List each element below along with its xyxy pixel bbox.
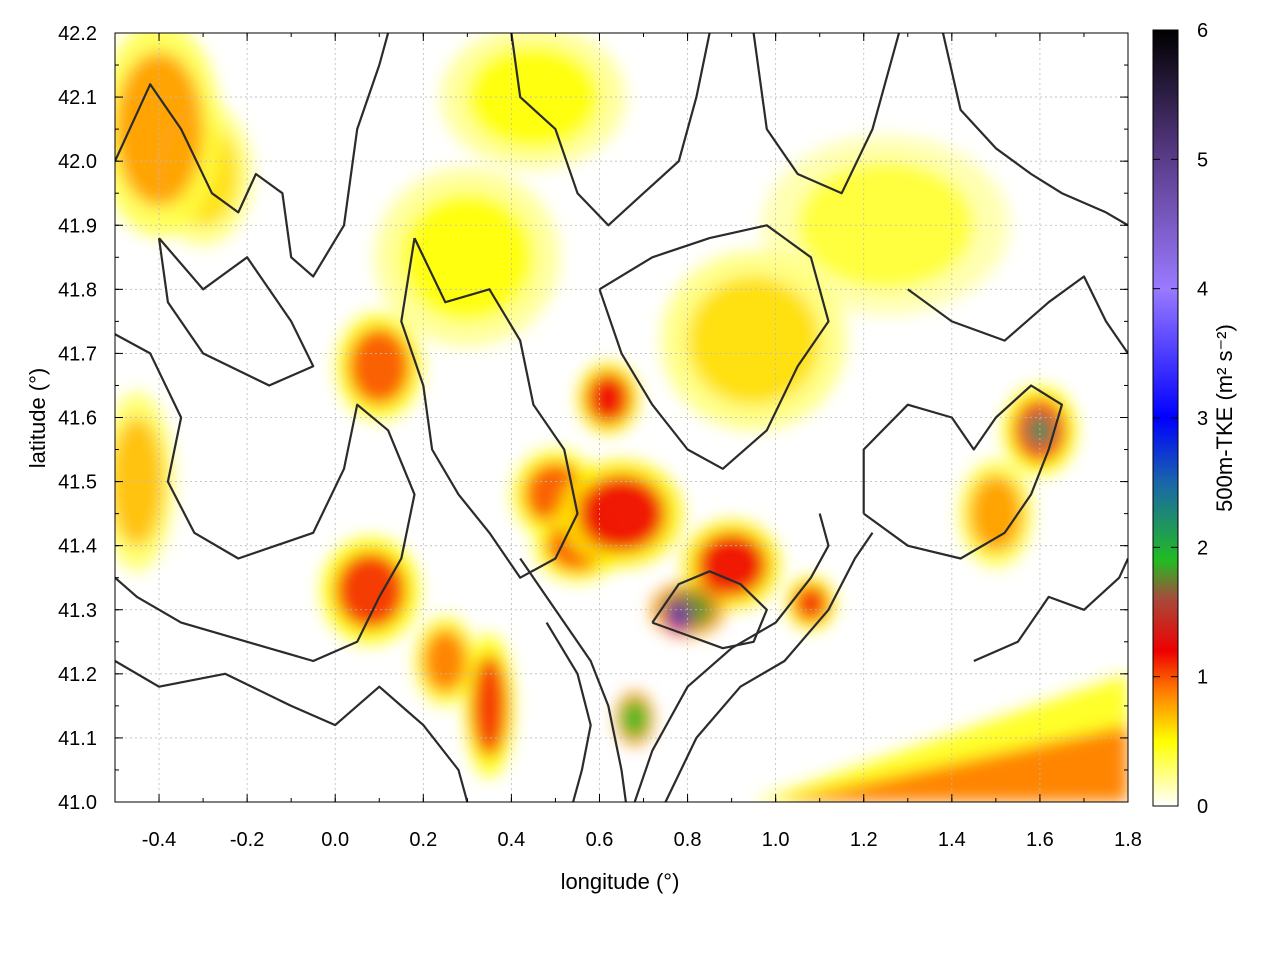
colorbar-ticks: 0 1 2 3 4 5 6 (1153, 20, 1208, 818)
contour-line (941, 33, 1128, 227)
x-tick-label: 1.2 (850, 829, 878, 851)
y-tick-label: 41.9 (58, 215, 97, 237)
tke-hotspot (1026, 414, 1054, 447)
y-tick-label: 42.2 (58, 23, 97, 45)
terrain-contours (115, 33, 1128, 802)
contour-line (545, 622, 592, 802)
contour-line (400, 237, 579, 579)
contour-line (907, 275, 1128, 355)
colorbar-tick-label: 2 (1197, 537, 1208, 559)
x-tick-label: 1.8 (1114, 829, 1142, 851)
tke-hotspot (621, 699, 648, 738)
y-tick-label: 41.8 (58, 279, 97, 301)
coastal-band (775, 725, 1128, 802)
x-tick-label: 1.4 (938, 829, 966, 851)
tke-hotspot (669, 603, 688, 629)
y-tick-label: 41.1 (58, 728, 97, 750)
contour-line (973, 558, 1128, 663)
contour-line (115, 660, 469, 802)
x-tick-label: 0.0 (321, 829, 349, 851)
colorbar-tick-label: 1 (1197, 667, 1208, 689)
y-tick-label: 42.0 (58, 151, 97, 173)
contour-line (115, 33, 390, 278)
tke-hotspot (969, 475, 1023, 553)
contour-line (664, 532, 874, 802)
colorbar-tick-label: 0 (1197, 796, 1208, 818)
x-tick-label: -0.4 (142, 829, 176, 851)
colorbar: 0 1 2 3 4 5 6 500m-TKE (m² s⁻²) (1152, 20, 1237, 818)
x-axis-label: longitude (°) (561, 869, 680, 894)
contour-line (157, 237, 315, 387)
colorbar-tick-label: 4 (1197, 279, 1208, 301)
y-tick-label: 41.2 (58, 664, 97, 686)
tke-hotspot (335, 552, 406, 629)
y-tick-label: 41.5 (58, 472, 97, 494)
contour-line (115, 333, 416, 663)
colorbar-tick-label: 5 (1197, 149, 1208, 171)
tke-hotspot (696, 532, 767, 597)
tke-hotspot (687, 276, 820, 405)
colorbar-tick-label: 3 (1197, 408, 1208, 430)
x-tick-label: 1.6 (1026, 829, 1054, 851)
colorbar-label: 500m-TKE (m² s⁻²) (1212, 324, 1237, 512)
tke-hotspot (586, 372, 631, 424)
contour-line (598, 224, 830, 470)
y-tick-label: 42.1 (58, 87, 97, 109)
x-tick-label: 0.2 (409, 829, 437, 851)
tke-hotspot (471, 654, 507, 758)
tke-hotspot (793, 584, 829, 623)
contour-line (651, 570, 768, 650)
x-tick-label: 0.4 (497, 829, 525, 851)
x-tick-label: -0.2 (230, 829, 264, 851)
x-tick-label: 0.6 (586, 829, 614, 851)
colorbar-tick-label: 6 (1197, 20, 1208, 42)
x-tick-label: 0.8 (674, 829, 702, 851)
tke-hotspot (423, 628, 468, 694)
tke-hotspot (577, 475, 666, 553)
tke-hotspot (467, 45, 600, 149)
y-axis: 41.0 41.1 41.2 41.3 41.4 41.5 41.6 41.7 41.8 41.9… (58, 23, 1128, 814)
y-tick-label: 41.4 (58, 536, 97, 558)
tke-hotspot (115, 417, 164, 546)
contour-line (633, 513, 830, 802)
tke-hotspot (348, 327, 411, 405)
tke-hotspot (401, 193, 534, 322)
plot-area (115, 33, 1128, 802)
contour-line (752, 33, 901, 195)
y-tick-label: 41.3 (58, 600, 97, 622)
contour-line (862, 384, 1063, 560)
contour-line (510, 33, 711, 227)
y-tick-label: 41.6 (58, 408, 97, 430)
gridlines (115, 33, 1128, 802)
y-axis-label: latitude (°) (25, 368, 50, 469)
x-tick-label: 1.0 (762, 829, 790, 851)
x-axis: -0.4 -0.2 0.0 0.2 0.4 0.6 0.8 1.0 1.2 1.4 1.6 1.8 (114, 33, 1142, 851)
contour-line (519, 557, 627, 802)
y-tick-label: 41.0 (58, 792, 97, 814)
y-tick-label: 41.7 (58, 343, 97, 365)
